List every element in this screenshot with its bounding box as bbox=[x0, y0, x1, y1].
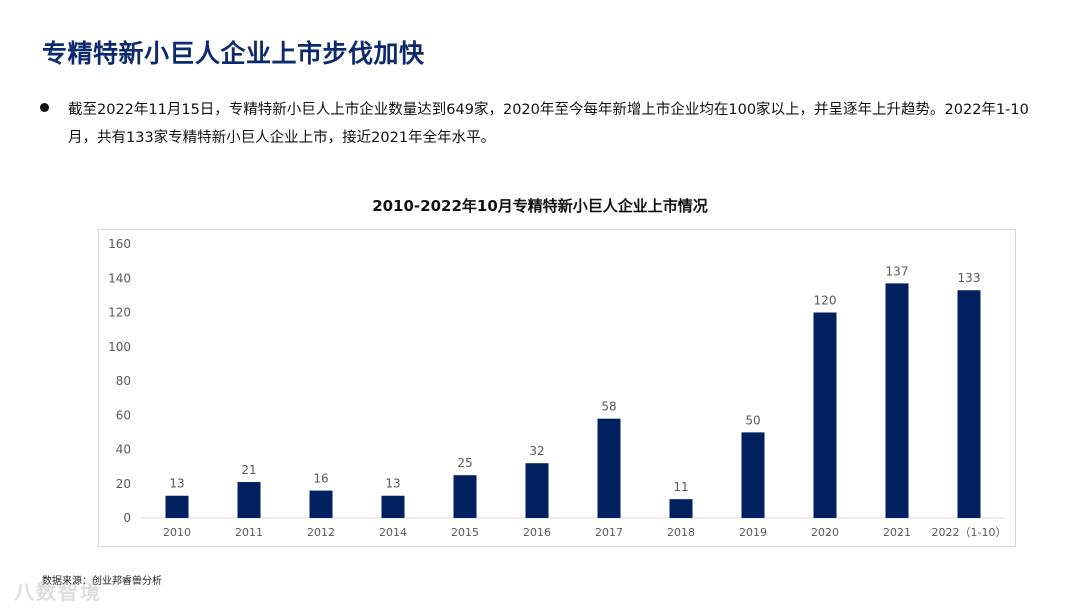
bullet-dot-icon bbox=[40, 103, 49, 112]
x-tick-label: 2017 bbox=[595, 526, 623, 539]
y-tick-label: 0 bbox=[123, 511, 131, 525]
x-tick-label: 2022（1-10） bbox=[932, 526, 1007, 539]
y-tick-label: 160 bbox=[108, 237, 131, 251]
bar bbox=[525, 463, 549, 518]
bar-value-label: 16 bbox=[313, 472, 328, 486]
bar-value-label: 50 bbox=[745, 413, 760, 427]
bar-value-label: 32 bbox=[529, 444, 544, 458]
bar bbox=[813, 312, 837, 518]
y-tick-label: 60 bbox=[116, 408, 131, 422]
bar-value-label: 21 bbox=[241, 463, 256, 477]
x-tick-label: 2021 bbox=[883, 526, 911, 539]
data-source: 数据来源：创业邦睿兽分析 bbox=[42, 576, 162, 587]
bar-value-label: 120 bbox=[814, 294, 837, 308]
x-tick-label: 2012 bbox=[307, 526, 335, 539]
bar bbox=[165, 495, 189, 518]
y-tick-label: 40 bbox=[116, 443, 131, 457]
bar bbox=[669, 499, 693, 518]
x-tick-label: 2011 bbox=[235, 526, 263, 539]
bar bbox=[741, 432, 765, 518]
x-tick-label: 2020 bbox=[811, 526, 839, 539]
chart-title: 2010-2022年10月专精特新小巨人企业上市情况 bbox=[372, 197, 708, 215]
bar-value-label: 58 bbox=[601, 400, 616, 414]
bar bbox=[597, 418, 621, 518]
summary-bullet: 截至2022年11月15日，专精特新小巨人上市企业数量达到649家，2020年至… bbox=[40, 96, 1040, 152]
bar-value-label: 13 bbox=[385, 477, 400, 491]
bar-value-label: 11 bbox=[673, 480, 688, 494]
y-tick-label: 20 bbox=[116, 477, 131, 491]
x-tick-label: 2014 bbox=[379, 526, 407, 539]
bar bbox=[237, 482, 261, 518]
x-tick-label: 2019 bbox=[739, 526, 767, 539]
bar bbox=[957, 290, 981, 518]
bar bbox=[885, 283, 909, 518]
y-tick-label: 140 bbox=[108, 271, 131, 285]
chart-frame: 0 20 40 60 80 100 120 140 160 13 2010 21 2011 16 2012 1… bbox=[98, 229, 1016, 547]
x-tick-label: 2016 bbox=[523, 526, 551, 539]
summary-text: 截至2022年11月15日，专精特新小巨人上市企业数量达到649家，2020年至… bbox=[68, 102, 1029, 146]
y-tick-label: 120 bbox=[108, 306, 131, 320]
bar-value-label: 133 bbox=[958, 271, 981, 285]
x-tick-label: 2015 bbox=[451, 526, 479, 539]
bar bbox=[453, 475, 477, 518]
x-tick-label: 2010 bbox=[163, 526, 191, 539]
bar-value-label: 137 bbox=[886, 264, 909, 278]
page-title: 专精特新小巨人企业上市步伐加快 bbox=[42, 39, 425, 68]
y-tick-label: 80 bbox=[116, 374, 131, 388]
y-tick-label: 100 bbox=[108, 340, 131, 354]
bar-chart: 0 20 40 60 80 100 120 140 160 13 2010 21 2011 16 2012 1… bbox=[108, 237, 1007, 539]
bar-value-label: 25 bbox=[457, 456, 472, 470]
x-tick-label: 2018 bbox=[667, 526, 695, 539]
bar bbox=[381, 495, 405, 518]
bar-value-label: 13 bbox=[169, 477, 184, 491]
bar bbox=[309, 490, 333, 518]
